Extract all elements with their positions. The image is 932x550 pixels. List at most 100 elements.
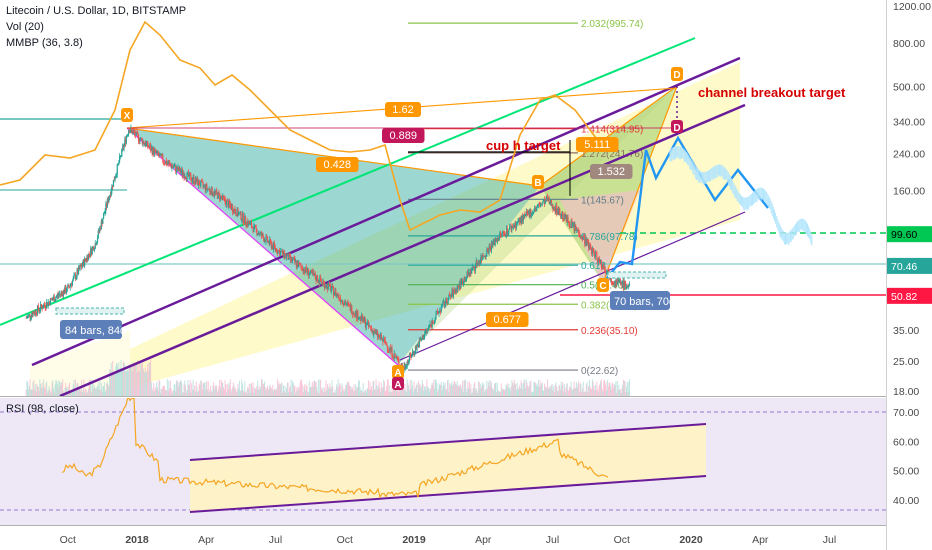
candle-body [57, 294, 59, 296]
candle-body [554, 210, 556, 212]
volume-bar [459, 386, 461, 396]
volume-bar [423, 390, 425, 396]
candle-body [589, 244, 591, 247]
candle-body [209, 188, 211, 193]
time-axis[interactable]: Oct 2018 Apr Jul Oct 2019 Apr Jul Oct 2020 Apr Jul [60, 534, 837, 546]
volume-bar [407, 383, 409, 396]
volume-bar [78, 388, 80, 396]
volume-bar [100, 389, 102, 396]
candle-body [308, 274, 310, 276]
candle-body [244, 216, 246, 223]
candle-body [230, 205, 232, 210]
candle-body [181, 169, 184, 176]
candle-body [625, 287, 628, 289]
volume-bar [226, 384, 228, 396]
volume-bar [326, 384, 328, 396]
volume-bar [418, 381, 420, 396]
volume-bar [513, 379, 515, 396]
volume-bar [626, 382, 628, 396]
candle-body [156, 152, 158, 154]
volume-bar [580, 384, 582, 396]
candle-body [535, 207, 537, 211]
candle-body [567, 217, 569, 223]
mmbp-indicator[interactable]: MMBP (36, 3.8) [6, 37, 83, 49]
candle-body [458, 281, 461, 289]
candle-body [548, 197, 550, 203]
candle-body [69, 284, 71, 288]
volume-bar [290, 379, 292, 396]
rsi-indicator[interactable]: RSI (98, close) [6, 403, 79, 415]
candle-body [386, 343, 388, 346]
candle-body [455, 288, 458, 293]
volume-bar [68, 385, 70, 396]
volume-bar [97, 385, 99, 396]
volume-bar [112, 370, 114, 396]
candle-body [184, 176, 186, 178]
candle-body [521, 215, 524, 222]
candle-body [108, 198, 110, 203]
candle-body [347, 302, 349, 304]
volume-bar [271, 389, 273, 396]
volume-bar [119, 370, 121, 396]
candle-body [412, 352, 414, 353]
candle-body [366, 322, 368, 325]
volume-bar [386, 379, 388, 396]
candle-body [477, 263, 479, 266]
volume-bar [208, 392, 210, 396]
candle-body [215, 190, 217, 193]
volume-bar [182, 391, 184, 396]
candle-body [91, 247, 93, 255]
volume-bar [83, 379, 85, 396]
volume-bar [244, 381, 246, 396]
candle-body [424, 332, 426, 335]
volume-bar [404, 383, 406, 396]
volume-bar [37, 386, 39, 396]
volume-bar [131, 371, 133, 396]
volume-bar [600, 379, 602, 396]
candle-body [577, 230, 579, 232]
volume-bar [193, 389, 195, 396]
volume-bar [577, 384, 579, 396]
volume-bar [188, 384, 190, 396]
candle-body [488, 246, 490, 254]
candle-body [51, 299, 53, 300]
chart-title[interactable]: Litecoin / U.S. Dollar, 1D, BITSTAMP [6, 5, 186, 17]
vol-indicator[interactable]: Vol (20) [6, 21, 44, 33]
volume-bar [219, 379, 221, 396]
volume-bar [229, 379, 231, 396]
candle-body [529, 209, 531, 218]
volume-bar [288, 392, 290, 396]
volume-bar [362, 383, 364, 396]
volume-bar [550, 388, 552, 396]
candle-body [393, 353, 395, 358]
volume-bar [332, 386, 334, 396]
candle-body [483, 256, 485, 258]
volume-bar [296, 390, 298, 396]
volume-bar [581, 388, 583, 396]
volume-bar [377, 389, 379, 396]
volume-bar [181, 382, 183, 396]
volume-bar [499, 392, 501, 396]
price-axis[interactable]: 1200.00800.00500.00340.00240.00160.0099.… [887, 1, 932, 398]
volume-bar [622, 384, 624, 396]
candle-body [197, 178, 199, 186]
volume-bar [367, 380, 369, 396]
candle-body [190, 174, 192, 181]
candle-body [58, 294, 60, 296]
volume-bar [137, 360, 139, 396]
candle-body [83, 260, 85, 267]
candle-body [198, 180, 200, 186]
range-70-box [607, 271, 667, 279]
volume-bar [470, 384, 472, 396]
candle-body [558, 208, 560, 216]
volume-bar [42, 387, 44, 396]
volume-bar [333, 392, 335, 396]
volume-bar [424, 386, 426, 396]
volume-bar [463, 380, 465, 396]
candle-body [317, 281, 319, 283]
volume-bar [117, 368, 119, 396]
volume-bar [219, 387, 221, 396]
volume-bar [185, 385, 187, 396]
candle-body [329, 285, 332, 291]
